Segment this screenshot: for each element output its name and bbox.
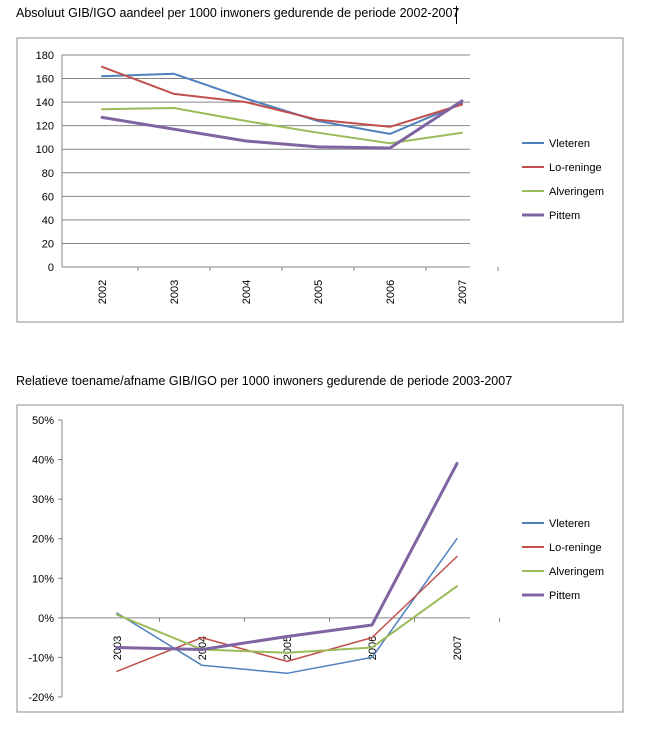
chart-1-series-lo-reninge (101, 65, 463, 128)
chart-1-y-tick-label: 120 (36, 121, 54, 133)
chart-1-y-tick-label: 20 (42, 238, 54, 250)
chart-1-legend-label: Lo-reninge (549, 162, 602, 174)
chart-1-y-tick-label: 0 (48, 262, 54, 274)
chart-2-legend-label: Pittem (549, 590, 580, 602)
chart-1-frame (16, 37, 624, 323)
chart-2-legend-label: Alveringem (549, 566, 604, 578)
chart-2-y-tick-label: 30% (32, 494, 54, 506)
chart-1-x-tick-label: 2005 (313, 280, 325, 304)
chart-2-frame (16, 404, 624, 713)
chart-1-x-tick-label: 2006 (385, 280, 397, 304)
chart-2-legend-label: Vleteren (549, 518, 590, 530)
chart-1-x-tick-label: 2002 (97, 280, 109, 304)
chart-1-legend-label: Pittem (549, 210, 580, 222)
chart-1-y-tick-label: 100 (36, 144, 54, 156)
chart-2-title: Relatieve toename/afname GIB/IGO per 100… (16, 374, 513, 388)
chart-1-y-tick-label: 140 (36, 97, 54, 109)
chart-1-x-tick-label: 2004 (241, 280, 253, 304)
chart-2-series-alveringem (116, 585, 458, 654)
chart-2-y-tick-label: 40% (32, 455, 54, 467)
chart-1-y-tick-label: 60 (42, 191, 54, 203)
chart-2-legend-label: Lo-reninge (549, 542, 602, 554)
chart-1-legend-label: Vleteren (549, 138, 590, 150)
chart-2-y-tick-label: 0% (38, 613, 54, 625)
chart-1-y-tick-label: 80 (42, 168, 54, 180)
chart-2-x-tick-label: 2005 (282, 636, 294, 660)
chart-1-legend-label: Alveringem (549, 186, 604, 198)
chart-1-x-tick-label: 2007 (457, 280, 469, 304)
chart-1-y-tick-label: 40 (42, 215, 54, 227)
chart-1-series-vleteren (101, 72, 463, 135)
chart-2-y-tick-label: 10% (32, 573, 54, 585)
chart-1-y-tick-label: 160 (36, 74, 54, 86)
chart-2-series-pittem (115, 462, 459, 651)
chart-1-series-pittem (100, 99, 464, 150)
chart-1-title: Absoluut GIB/IGO aandeel per 1000 inwone… (16, 6, 460, 20)
chart-2-y-tick-label: -20% (28, 692, 54, 704)
text-cursor (456, 6, 457, 24)
chart-2-y-tick-label: 50% (32, 415, 54, 427)
chart-2-x-tick-label: 2007 (452, 636, 464, 660)
chart-1-x-tick-label: 2003 (169, 280, 181, 304)
chart-2-y-tick-label: 20% (32, 534, 54, 546)
chart-2-y-tick-label: -10% (28, 652, 54, 664)
chart-1-y-tick-label: 180 (36, 50, 54, 62)
